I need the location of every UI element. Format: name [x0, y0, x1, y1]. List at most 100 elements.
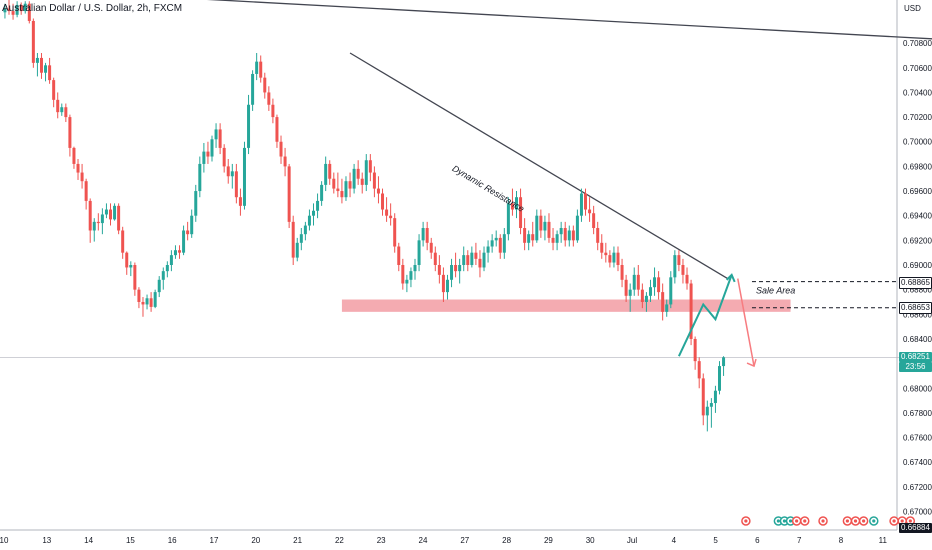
candle-body: [689, 283, 693, 339]
candle-body: [657, 277, 661, 293]
candle-body: [450, 265, 454, 280]
candle-body: [425, 228, 429, 243]
candle-body: [178, 250, 182, 253]
candle-body: [648, 287, 652, 296]
projection-down-path: [737, 278, 755, 367]
candle-body: [527, 234, 531, 243]
candle-body: [413, 265, 417, 272]
candle-body: [76, 163, 80, 173]
candle-body: [3, 8, 7, 13]
candle-body: [600, 242, 604, 253]
candle-body: [80, 172, 84, 182]
candle-body: [705, 406, 709, 416]
x-tick-label: 6: [755, 536, 760, 545]
candle-body: [596, 228, 600, 243]
y-tick-label: 0.68800: [903, 286, 932, 295]
x-tick-label: 16: [168, 536, 177, 545]
candle-body: [251, 73, 255, 105]
x-tick-label: 13: [42, 536, 51, 545]
candle-body: [190, 215, 194, 235]
candle-body: [52, 80, 56, 100]
candle-body: [433, 252, 437, 265]
candle-body: [393, 218, 397, 247]
candle-body: [255, 61, 259, 74]
candle-body: [68, 117, 72, 148]
candle-body: [328, 163, 332, 179]
candle-body: [291, 221, 295, 258]
candle-body: [312, 210, 315, 216]
x-tick-label: 23: [377, 536, 386, 545]
candle-body: [421, 228, 425, 241]
currency-label: USD: [904, 4, 921, 13]
candle-body: [222, 147, 226, 167]
candle-body: [437, 265, 441, 275]
candle-body: [316, 200, 320, 211]
candle-body: [441, 274, 445, 293]
candle-body: [283, 156, 287, 167]
x-tick-label: 27: [460, 536, 469, 545]
candle-body: [644, 295, 648, 302]
candle-body: [584, 193, 588, 210]
candle-body: [96, 221, 100, 224]
candle-body: [718, 366, 721, 391]
x-tick-label: 10: [0, 536, 9, 545]
candle-body: [551, 237, 555, 243]
candle-body: [129, 265, 133, 268]
candle-body: [35, 57, 39, 63]
candle-body: [287, 166, 291, 222]
x-tick-label: 20: [251, 536, 260, 545]
candle-body: [547, 221, 551, 238]
x-tick-label: 21: [293, 536, 302, 545]
candle-body: [474, 252, 478, 259]
y-tick-label: 0.70400: [903, 88, 932, 97]
candle-body: [515, 197, 518, 210]
candle-body: [470, 252, 474, 265]
sale-zone: [341, 299, 791, 312]
candle-body: [182, 230, 186, 253]
candle-body: [161, 271, 165, 280]
candle-body: [535, 215, 539, 241]
trendline-label: Dynamic Resistance: [451, 163, 527, 214]
candle-body: [628, 289, 632, 296]
candle-body: [247, 104, 251, 148]
candle-body: [218, 129, 222, 148]
candle-body: [701, 378, 705, 416]
projection-down-arrowhead: [746, 358, 757, 368]
candle-body: [226, 166, 230, 177]
projection-up-arrowhead: [725, 273, 736, 283]
candle-body: [206, 151, 210, 157]
candle-body: [376, 188, 380, 194]
candle-body: [356, 168, 360, 179]
candle-body: [620, 265, 624, 280]
candle-body: [121, 230, 125, 253]
candle-body: [677, 255, 681, 265]
candle-body: [405, 279, 409, 284]
candle-body: [640, 289, 644, 302]
candle-body: [592, 213, 596, 229]
candle-body: [267, 92, 271, 105]
candle-body: [417, 240, 421, 265]
candle-body: [117, 205, 121, 231]
candle-body: [673, 255, 677, 278]
candle-body: [563, 228, 567, 241]
candle-body: [332, 178, 336, 189]
y-tick-label: 0.69400: [903, 212, 932, 221]
x-tick-label: Jul: [627, 536, 637, 545]
candle-body: [381, 193, 385, 210]
candle-body: [238, 197, 242, 206]
candle-body: [303, 225, 307, 235]
candle-body: [567, 230, 571, 241]
candle-body: [344, 181, 348, 198]
candle-body: [263, 77, 267, 93]
y-tick-label: 0.67800: [903, 409, 932, 418]
candle-body: [230, 171, 234, 177]
candle-body: [275, 117, 279, 142]
candle-body: [494, 237, 498, 241]
candle-body: [149, 298, 153, 307]
y-tick-label: 0.68600: [903, 310, 932, 319]
event-marker-dot: [776, 519, 780, 523]
candle-body: [133, 265, 137, 290]
candle-body: [490, 240, 494, 247]
